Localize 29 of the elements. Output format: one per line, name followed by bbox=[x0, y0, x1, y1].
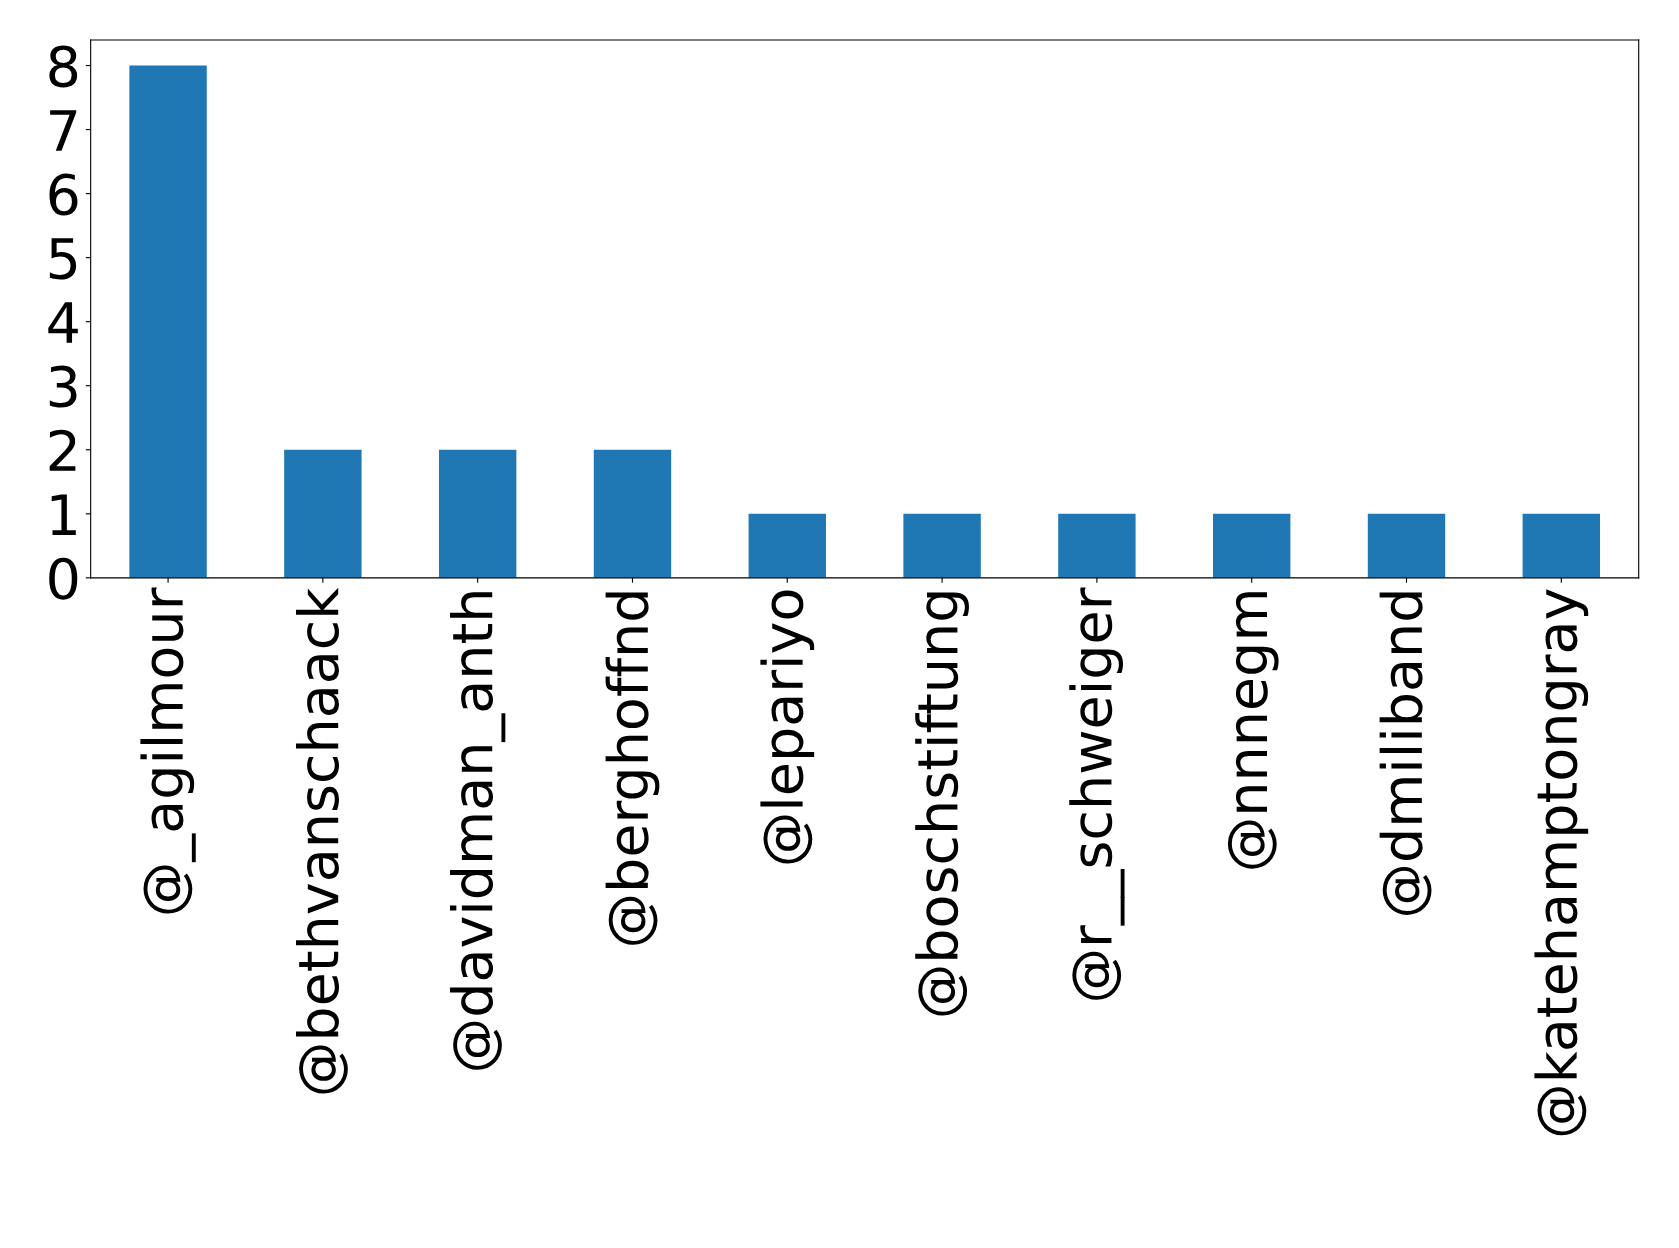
bar bbox=[1522, 513, 1600, 578]
x-tick-label: @katehamptongray bbox=[1534, 589, 1589, 1136]
x-tick-label: @lepariyo bbox=[760, 590, 815, 864]
x-tick-label: @dmiliband bbox=[1379, 592, 1432, 915]
x-tick-label: @davidman_anth bbox=[450, 592, 506, 1070]
y-tick-label: 5 bbox=[49, 238, 77, 280]
y-tick-label: 3 bbox=[49, 365, 77, 408]
y-tick-label: 0 bbox=[49, 557, 78, 600]
x-tick-label: @nnnegm bbox=[1227, 592, 1279, 869]
bar bbox=[1212, 513, 1291, 578]
y-tick-label: 1 bbox=[51, 494, 76, 535]
x-tick-label: @_agilmour bbox=[140, 587, 196, 914]
bar bbox=[284, 449, 362, 578]
y-tick-label: 4 bbox=[48, 302, 78, 343]
bar bbox=[903, 513, 981, 578]
bar bbox=[748, 513, 826, 578]
bar bbox=[1058, 513, 1136, 578]
x-tick-label: @bethvanschaack bbox=[295, 587, 348, 1094]
bar bbox=[593, 449, 672, 578]
y-tick-label: 2 bbox=[49, 429, 76, 471]
y-tick-label: 6 bbox=[49, 173, 78, 216]
x-tick-label: @boschstiftung bbox=[915, 592, 969, 1016]
bar bbox=[1367, 513, 1446, 578]
y-tick-label: 7 bbox=[50, 110, 77, 151]
y-tick-label: 8 bbox=[49, 45, 78, 88]
x-tick-label: @r__schweiger bbox=[1069, 587, 1125, 1000]
bar bbox=[438, 449, 517, 578]
x-tick-label: @berghoffnd bbox=[605, 592, 660, 945]
bar bbox=[129, 65, 207, 578]
